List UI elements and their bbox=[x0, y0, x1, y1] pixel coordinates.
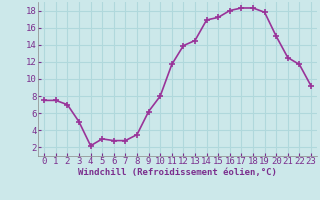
X-axis label: Windchill (Refroidissement éolien,°C): Windchill (Refroidissement éolien,°C) bbox=[78, 168, 277, 177]
